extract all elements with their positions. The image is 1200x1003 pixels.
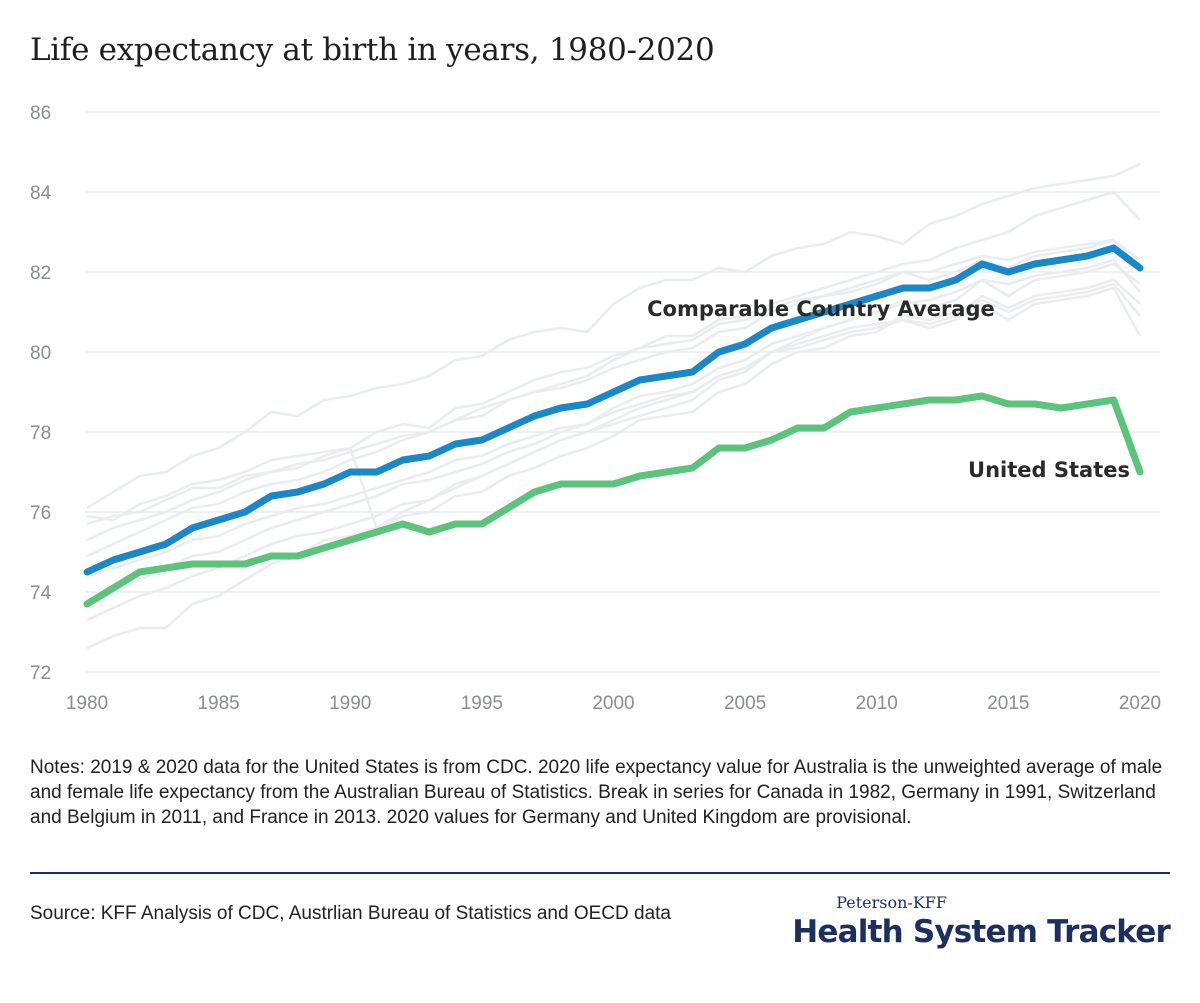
y-tick-label-76: 76 (30, 503, 51, 524)
comparable-country-average-label: Comparable Country Average (647, 297, 995, 321)
x-tick-label-1985: 1985 (197, 693, 239, 710)
background-series-line-9 (86, 258, 1141, 606)
x-tick-label-1995: 1995 (461, 693, 503, 710)
background-series-line-8 (86, 282, 1141, 650)
series-label-layer: Comparable Country Average United States (647, 297, 1130, 482)
x-tick-label-2005: 2005 (724, 693, 766, 710)
main-series-layer (83, 244, 1144, 608)
chart-source: Source: KFF Analysis of CDC, Austrlian B… (30, 903, 671, 924)
comparable-country-average-line (83, 244, 1144, 576)
background-series-layer (86, 162, 1142, 650)
chart-title: Life expectancy at birth in years, 1980-… (30, 32, 715, 68)
background-series-line-6 (86, 286, 1142, 578)
y-tick-label-78: 78 (30, 423, 51, 444)
grid-layer: 72 74 76 78 80 82 84 86 1980 1985 1990 1995 2000 2005… (30, 103, 1161, 710)
y-tick-label-72: 72 (30, 663, 51, 684)
x-tick-label-2010: 2010 (856, 693, 898, 710)
background-series-line-4 (86, 238, 1141, 558)
brand-logo-text: Health System Tracker (792, 914, 1171, 950)
background-series-line-3 (86, 238, 1141, 542)
brand-name-small: Peterson-KFF (836, 893, 947, 912)
x-tick-label-2000: 2000 (592, 693, 634, 710)
united-states-label: United States (968, 458, 1130, 482)
x-tick-label-1990: 1990 (329, 693, 371, 710)
background-series-line-1 (86, 162, 1141, 510)
chart-notes: Notes: 2019 & 2020 data for the United S… (30, 757, 1163, 828)
x-tick-label-2015: 2015 (987, 693, 1029, 710)
x-tick-label-2020: 2020 (1119, 693, 1161, 710)
divider (30, 872, 1170, 874)
y-tick-label-74: 74 (30, 583, 52, 604)
y-tick-label-82: 82 (30, 263, 51, 284)
line-chart: 72 74 76 78 80 82 84 86 1980 1985 1990 1995 2000 2005… (30, 103, 1161, 710)
united-states-line (83, 392, 1144, 608)
y-tick-label-84: 84 (30, 183, 52, 204)
x-tick-label-1980: 1980 (66, 693, 108, 710)
background-series-line-7 (86, 262, 1141, 622)
background-series-line-2 (86, 190, 1141, 526)
y-tick-label-80: 80 (30, 343, 51, 364)
y-tick-label-86: 86 (30, 103, 51, 124)
